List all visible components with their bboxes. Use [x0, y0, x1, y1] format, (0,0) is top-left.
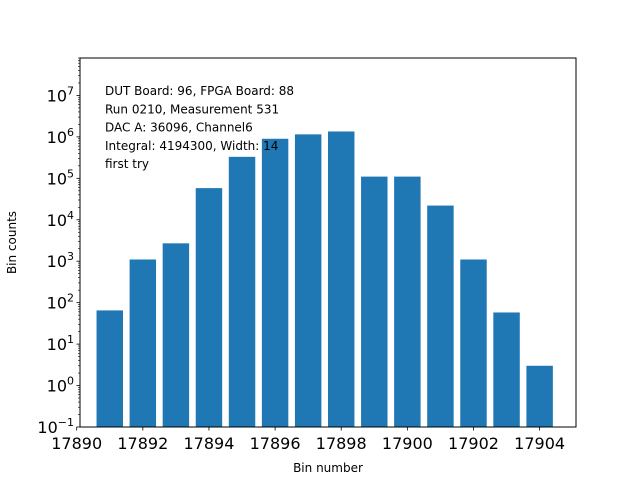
x-tick-label: 17904	[514, 434, 565, 453]
y-tick-label: 10−1	[37, 416, 74, 437]
x-axis-ticks: 17890 17892 17894 17896 17898 17900 17902 17904	[51, 427, 565, 453]
annotation-line: Run 0210, Measurement 531	[105, 102, 279, 116]
bar-17892	[129, 259, 157, 427]
bar-17896	[261, 138, 289, 427]
x-tick-label: 17902	[448, 434, 499, 453]
bar-17894	[195, 188, 223, 427]
y-tick-label: 102	[47, 292, 74, 313]
y-tick-label: 100	[47, 375, 74, 396]
bar-17904	[526, 365, 553, 427]
annotation-line: first try	[105, 157, 149, 171]
y-tick-label: 105	[47, 167, 74, 188]
bar-17891	[96, 310, 123, 427]
bar-17899	[361, 176, 388, 427]
annotation-line: DUT Board: 96, FPGA Board: 88	[105, 84, 294, 98]
bar-17903	[493, 312, 520, 427]
bar-17902	[460, 259, 487, 427]
y-tick-label: 104	[47, 209, 74, 230]
bar-17898	[328, 131, 355, 427]
x-tick-label: 17894	[184, 434, 235, 453]
y-axis-ticks: 10−1 100 101 102 103 104 105 106 107	[37, 84, 80, 437]
bar-17895	[228, 156, 256, 427]
x-tick-label: 17898	[316, 434, 367, 453]
annotation-line: Integral: 4194300, Width: 14	[105, 139, 278, 153]
annotation-line: DAC A: 36096, Channel6	[105, 121, 253, 135]
bar-17893	[162, 243, 190, 427]
x-tick-label: 17890	[51, 434, 102, 453]
x-axis-label: Bin number	[293, 461, 363, 475]
annotation-text-block: DUT Board: 96, FPGA Board: 88 Run 0210, M…	[105, 84, 294, 171]
x-tick-label: 17896	[250, 434, 301, 453]
bar-17901	[427, 205, 454, 427]
bar-17900	[394, 176, 421, 427]
x-tick-label: 17900	[382, 434, 433, 453]
bar-17897	[294, 134, 322, 428]
y-tick-label: 106	[47, 126, 74, 147]
y-tick-label: 103	[47, 250, 74, 271]
x-tick-label: 17892	[117, 434, 168, 453]
y-axis-label: Bin counts	[5, 211, 19, 274]
plot-area-frame	[79, 57, 577, 428]
bars-group	[96, 131, 553, 428]
y-tick-label: 101	[47, 333, 74, 354]
y-tick-label: 107	[47, 84, 74, 105]
